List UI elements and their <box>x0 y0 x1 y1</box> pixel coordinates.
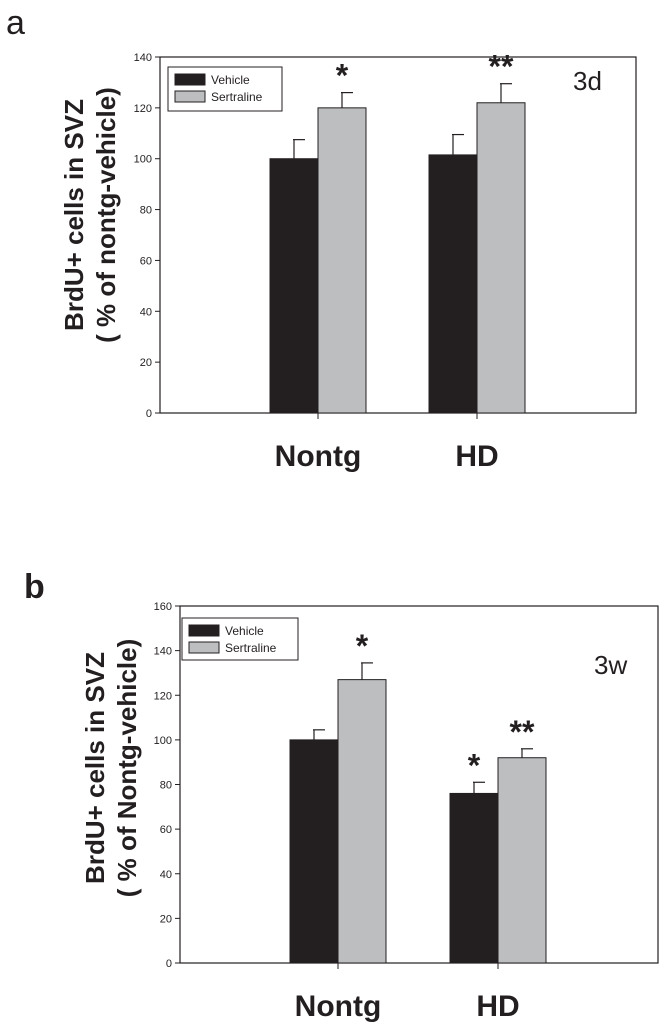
legend-entry: Sertraline <box>211 90 263 104</box>
y-tick-label: 60 <box>160 824 172 836</box>
significance-mark: ** <box>489 49 514 85</box>
y-tick-label: 160 <box>154 601 172 613</box>
plot-frame <box>159 56 637 414</box>
legend-entry: Sertraline <box>225 641 277 655</box>
y-axis-label: BrdU+ cells in SVZ <box>80 652 110 884</box>
panel-label: b <box>24 568 45 606</box>
significance-mark: ** <box>510 714 535 750</box>
y-tick-label: 80 <box>160 780 172 792</box>
x-category-label: HD <box>455 440 498 473</box>
x-category-label: Nontg <box>275 440 362 473</box>
y-tick-label: 120 <box>154 690 172 702</box>
y-tick-label: 60 <box>140 255 152 267</box>
y-tick-label: 40 <box>140 306 152 318</box>
bar <box>449 792 499 964</box>
significance-mark: * <box>356 628 369 664</box>
significance-mark: * <box>336 58 349 94</box>
panel-label: a <box>6 4 25 42</box>
y-tick-label: 20 <box>140 357 152 369</box>
corner-label: 3d <box>573 66 602 96</box>
legend-swatch <box>174 90 206 103</box>
bar <box>317 107 367 414</box>
legend-swatch <box>188 641 220 654</box>
bar <box>289 739 339 964</box>
y-axis-label-2: ( % of nontg-vehicle) <box>91 87 121 343</box>
y-tick-label: 140 <box>154 646 172 658</box>
y-axis-label: BrdU+ cells in SVZ <box>59 99 89 331</box>
bar <box>337 679 387 964</box>
y-tick-label: 0 <box>146 408 152 420</box>
significance-mark: * <box>468 747 481 783</box>
legend-entry: Vehicle <box>211 73 250 87</box>
bar <box>476 102 526 414</box>
corner-label: 3w <box>594 650 627 680</box>
legend-entry: Vehicle <box>225 624 264 638</box>
chart-panel-b: b 0 20 40 60 80 100 120 140 160 Nontg HD BrdU+ cell… <box>24 568 659 1023</box>
y-tick-label: 0 <box>166 958 172 970</box>
bar <box>497 757 547 964</box>
chart-panel-a: a 0 20 40 60 80 100 120 140 Nontg HD BrdU+ cells i… <box>6 4 637 473</box>
y-tick-label: 120 <box>134 103 152 115</box>
y-tick-label: 100 <box>134 154 152 166</box>
bar <box>269 158 319 414</box>
legend-swatch <box>174 73 206 86</box>
bar <box>428 154 478 414</box>
y-tick-label: 80 <box>140 205 152 217</box>
y-tick-label: 100 <box>154 735 172 747</box>
y-tick-label: 20 <box>160 913 172 925</box>
x-category-label: Nontg <box>295 990 382 1023</box>
x-category-label: HD <box>476 990 519 1023</box>
y-tick-label: 140 <box>134 52 152 64</box>
y-axis-label-2: ( % of Nontg-vehicle) <box>112 639 142 898</box>
y-tick-label: 40 <box>160 869 172 881</box>
legend-swatch <box>188 624 220 637</box>
